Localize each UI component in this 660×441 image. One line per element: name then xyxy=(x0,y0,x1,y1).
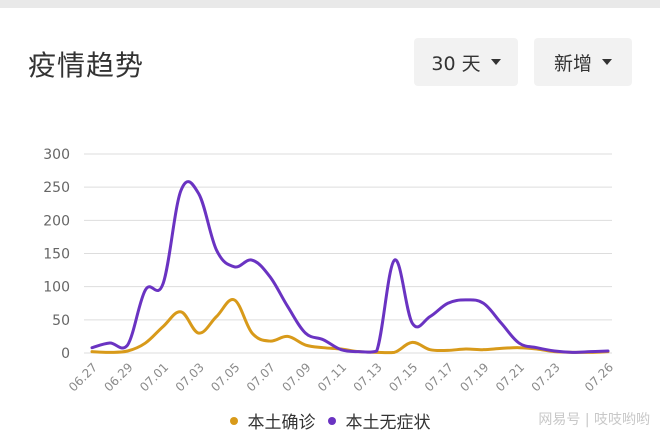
chart-legend: 本土确诊 本土无症状 xyxy=(0,408,660,433)
x-tick-label: 07.05 xyxy=(208,360,242,394)
y-tick-label: 200 xyxy=(43,213,70,229)
chevron-down-icon xyxy=(490,59,501,65)
x-tick-label: 07.03 xyxy=(173,360,207,394)
x-tick-label: 07.09 xyxy=(279,360,313,394)
legend-item-asymptomatic[interactable]: 本土无症状 xyxy=(327,408,431,433)
confirmed-series-line xyxy=(90,298,610,355)
x-tick-label: 06.29 xyxy=(102,360,136,394)
chevron-down-icon xyxy=(602,59,612,65)
mode-dropdown-label: 新增 xyxy=(553,52,592,75)
legend-label-asymptomatic: 本土无症状 xyxy=(345,413,431,433)
y-tick-label: 50 xyxy=(52,313,70,329)
x-tick-label: 07.26 xyxy=(582,360,616,394)
asymptomatic-series-line xyxy=(90,180,610,354)
legend-dot-asymptomatic xyxy=(327,416,336,425)
legend-item-confirmed[interactable]: 本土确诊 xyxy=(229,408,316,433)
legend-dot-confirmed xyxy=(229,416,238,425)
x-tick-label: 07.19 xyxy=(457,360,491,394)
range-dropdown-label: 30 天 xyxy=(431,52,481,75)
x-tick-label: 07.07 xyxy=(244,360,278,394)
mode-dropdown[interactable]: 新增 xyxy=(534,38,632,86)
y-tick-label: 150 xyxy=(43,247,70,263)
y-tick-label: 0 xyxy=(61,346,70,362)
x-tick-label: 07.13 xyxy=(351,360,385,394)
watermark: 网易号 | 吱吱哟哟 xyxy=(538,412,650,428)
y-tick-label: 300 xyxy=(43,147,70,163)
x-tick-label: 06.27 xyxy=(66,360,100,394)
legend-label-confirmed: 本土确诊 xyxy=(247,413,316,433)
y-tick-label: 250 xyxy=(43,180,70,196)
x-tick-label: 07.11 xyxy=(315,360,349,394)
y-tick-label: 100 xyxy=(43,280,70,296)
x-tick-label: 07.15 xyxy=(386,360,420,394)
x-tick-label: 07.17 xyxy=(422,360,456,394)
x-tick-label: 07.23 xyxy=(529,360,563,394)
page-title: 疫情趋势 xyxy=(28,49,145,82)
range-dropdown[interactable]: 30 天 xyxy=(414,38,518,86)
x-tick-label: 07.21 xyxy=(493,360,527,394)
x-tick-label: 07.01 xyxy=(137,360,171,394)
top-strip xyxy=(0,0,660,8)
